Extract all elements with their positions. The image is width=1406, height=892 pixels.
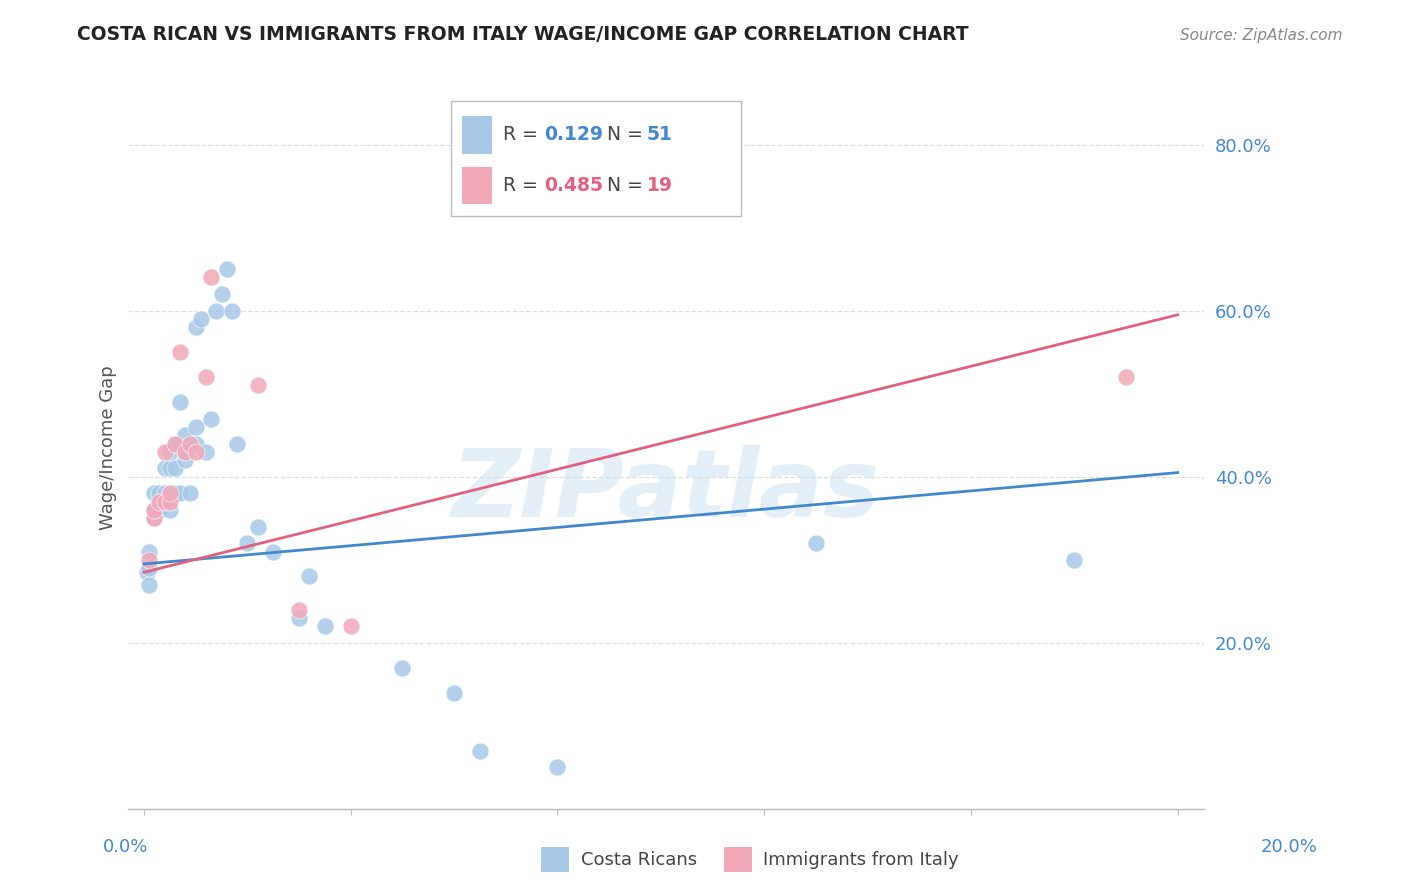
Point [159,486,181,500]
Point [163,436,186,450]
Text: Source: ZipAtlas.com: Source: ZipAtlas.com [1180,29,1343,43]
Point [211,287,233,301]
Point [262,544,284,558]
Text: 0.485: 0.485 [544,176,603,194]
Point [391,661,413,675]
Point [179,486,201,500]
Point [179,436,201,450]
Point [148,486,170,500]
Point [153,494,176,508]
Point [138,578,160,592]
Text: N =: N = [607,125,648,145]
Point [200,411,222,425]
Point [174,445,197,459]
Point [1063,553,1085,567]
Point [215,262,238,277]
Point [205,303,228,318]
Point [288,611,311,625]
Point [246,519,269,533]
Point [143,503,166,517]
Point [153,445,176,459]
Point [143,511,166,525]
Point [159,503,181,517]
Text: R =: R = [502,176,544,194]
Point [804,536,827,550]
Point [138,544,160,558]
Point [200,270,222,285]
Point [148,494,170,508]
FancyBboxPatch shape [461,116,492,153]
Text: R =: R = [502,125,544,145]
Point [236,536,259,550]
Text: Immigrants from Italy: Immigrants from Italy [763,851,959,869]
Point [153,461,176,475]
Text: COSTA RICAN VS IMMIGRANTS FROM ITALY WAGE/INCOME GAP CORRELATION CHART: COSTA RICAN VS IMMIGRANTS FROM ITALY WAG… [77,25,969,44]
Point [159,461,181,475]
Point [226,436,249,450]
Point [169,395,191,409]
Text: 51: 51 [647,125,672,145]
Point [339,619,361,633]
Point [143,511,166,525]
Text: N =: N = [607,176,648,194]
Point [159,494,181,508]
Point [184,436,207,450]
Point [159,486,181,500]
Text: 19: 19 [647,176,672,194]
Point [190,312,212,326]
Point [443,686,465,700]
Point [153,494,176,508]
Point [138,561,160,575]
Point [148,503,170,517]
Point [143,486,166,500]
Point [148,494,170,508]
Point [138,553,160,567]
Point [195,445,218,459]
Point [468,744,491,758]
Point [153,486,176,500]
FancyBboxPatch shape [451,101,741,217]
Point [163,461,186,475]
Point [221,303,243,318]
Point [163,436,186,450]
Point [298,569,321,583]
Point [174,445,197,459]
Point [546,760,568,774]
Point [169,486,191,500]
Point [143,503,166,517]
Point [174,453,197,467]
Point [159,445,181,459]
Point [148,503,170,517]
FancyBboxPatch shape [461,167,492,204]
Point [184,445,207,459]
Text: 0.129: 0.129 [544,125,603,145]
Text: 20.0%: 20.0% [1261,838,1317,855]
Point [184,420,207,434]
Text: ZIPatlas: ZIPatlas [451,445,880,537]
Point [246,378,269,392]
Y-axis label: Wage/Income Gap: Wage/Income Gap [100,366,117,530]
Point [174,428,197,442]
Point [1115,370,1137,384]
Point [195,370,218,384]
Point [184,320,207,334]
Point [143,503,166,517]
Point [163,486,186,500]
Text: Costa Ricans: Costa Ricans [581,851,697,869]
Point [288,602,311,616]
Point [314,619,336,633]
Text: 0.0%: 0.0% [103,838,148,855]
Point [169,345,191,359]
Point [135,566,157,580]
